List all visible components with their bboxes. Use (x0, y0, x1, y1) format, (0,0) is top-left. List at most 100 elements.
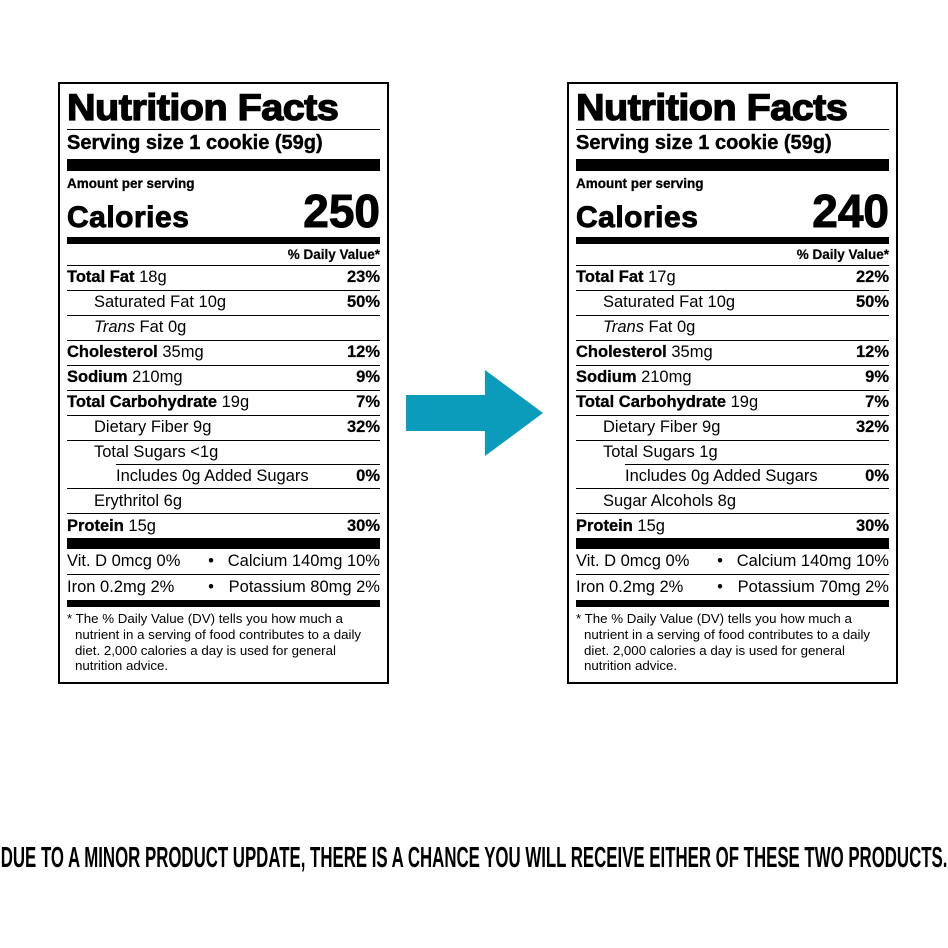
nutrient-row: Dietary Fiber 9g 32% (67, 414, 380, 440)
nutrient-rows: Total Fat 17g 22% Saturated Fat 10g 50% Tran… (576, 264, 889, 539)
nutrition-label-updated: Nutrition Facts Serving size 1 cookie (5… (567, 82, 898, 685)
micronutrient-right: Potassium 80mg 2% (228, 578, 380, 597)
daily-value-percent: 30% (855, 516, 889, 535)
medium-divider (576, 600, 889, 608)
thick-divider (67, 538, 380, 550)
daily-value-percent: 7% (865, 393, 889, 412)
nutrient-name: Dietary Fiber 9g (603, 418, 721, 437)
nutrient-row: Sodium 210mg 9% (67, 364, 380, 390)
nutrient-name: Trans Fat 0g (603, 318, 696, 337)
micronutrient-row: Iron 0.2mg 2% • Potassium 70mg 2% (576, 574, 889, 600)
micronutrient-right: Potassium 70mg 2% (737, 578, 889, 597)
nutrient-name: Cholesterol 35mg (67, 343, 204, 362)
right-arrow-icon (406, 370, 543, 456)
nutrient-row: Saturated Fat 10g 50% (67, 289, 380, 315)
nutrient-row: Total Fat 18g 23% (67, 264, 380, 290)
daily-value-percent: 0% (865, 466, 889, 485)
amount-per-serving: Amount per serving (576, 175, 704, 191)
nutrient-name: Total Fat 17g (576, 268, 676, 287)
calories-value: 250 (303, 184, 381, 237)
nutrient-name: Cholesterol 35mg (576, 343, 713, 362)
nutrient-row: Sodium 210mg 9% (576, 364, 889, 390)
medium-divider (576, 236, 889, 244)
nutrient-name: Total Fat 18g (67, 268, 167, 287)
nutrition-label-original: Nutrition Facts Serving size 1 cookie (5… (58, 82, 389, 685)
nutrient-name: Total Carbohydrate 19g (67, 393, 250, 412)
micronutrient-left: Iron 0.2mg 2% (576, 578, 684, 597)
daily-value-percent: 32% (855, 418, 889, 437)
bullet-separator: • (717, 552, 723, 571)
nutrient-name: Protein 15g (67, 516, 156, 535)
right-arrow-polygon (406, 370, 543, 456)
nutrient-name: Includes 0g Added Sugars (625, 466, 818, 485)
nutrient-row: Cholesterol 35mg 12% (67, 339, 380, 365)
nutrient-row: Total Sugars 1g (576, 439, 889, 465)
nutrient-row: Trans Fat 0g (67, 314, 380, 340)
nutrient-name: Sodium 210mg (67, 368, 183, 387)
daily-value-percent: 9% (356, 368, 380, 387)
thick-divider (576, 158, 889, 171)
nutrient-name: Total Sugars 1g (603, 443, 718, 462)
serving-size: Serving size 1 cookie (59g) (576, 131, 832, 154)
daily-value-percent: 9% (865, 368, 889, 387)
calories-label: Calories (576, 200, 699, 234)
daily-value-percent: 50% (855, 293, 889, 312)
nutrient-name: Saturated Fat 10g (603, 293, 736, 312)
right-arrow-shape (406, 370, 543, 456)
bullet-separator: • (208, 552, 214, 571)
nutrient-row: Erythritol 6g (67, 488, 380, 513)
daily-value-percent: 22% (855, 268, 889, 287)
nutrient-name: Total Carbohydrate 19g (576, 393, 759, 412)
nutrient-row: Total Sugars <1g (67, 439, 380, 465)
medium-divider (67, 600, 380, 608)
calories-value: 240 (812, 184, 890, 237)
nutrient-name: Sodium 210mg (576, 368, 692, 387)
nutrient-row: Trans Fat 0g (576, 314, 889, 340)
calories-row: Calories 250 (67, 184, 381, 237)
daily-value-percent: 12% (346, 343, 380, 362)
amount-per-serving: Amount per serving (67, 175, 195, 191)
daily-value-percent: 50% (346, 293, 380, 312)
nutrient-row: Total Fat 17g 22% (576, 264, 889, 290)
thin-divider (576, 128, 889, 130)
footnote: * The % Daily Value (DV) tells you how m… (67, 611, 362, 674)
nutrient-rows: Total Fat 18g 23% Saturated Fat 10g 50% Tran… (67, 264, 380, 539)
calories-label: Calories (67, 200, 190, 234)
nutrient-row: Sugar Alcohols 8g (576, 488, 889, 513)
daily-value-percent: 12% (855, 343, 889, 362)
nutrient-name: Saturated Fat 10g (94, 293, 227, 312)
thick-divider (576, 538, 889, 550)
nutrient-row: Cholesterol 35mg 12% (576, 339, 889, 365)
micronutrient-right: Calcium 140mg 10% (227, 552, 380, 571)
nutrient-row: Saturated Fat 10g 50% (576, 289, 889, 315)
thick-divider (67, 158, 380, 171)
micronutrient-row: Vit. D 0mcg 0% • Calcium 140mg 10% (576, 549, 889, 574)
disclaimer-banner: DUE TO A MINOR PRODUCT UPDATE, THERE IS … (0, 838, 948, 878)
nutrient-row: Includes 0g Added Sugars 0% (576, 464, 889, 488)
micronutrient-rows: Vit. D 0mcg 0% • Calcium 140mg 10% Iron 0.2… (67, 549, 380, 600)
micronutrient-row: Iron 0.2mg 2% • Potassium 80mg 2% (67, 574, 380, 600)
label-title: Nutrition Facts (66, 87, 339, 128)
nutrient-name: Total Sugars <1g (94, 443, 219, 462)
disclaimer-text: DUE TO A MINOR PRODUCT UPDATE, THERE IS … (0, 841, 948, 874)
daily-value-percent: 7% (356, 393, 380, 412)
daily-value-percent: 23% (346, 268, 380, 287)
daily-value-percent: 30% (346, 516, 380, 535)
nutrient-name: Includes 0g Added Sugars (116, 466, 309, 485)
nutrient-name: Erythritol 6g (94, 491, 183, 510)
nutrient-name: Sugar Alcohols 8g (603, 491, 737, 510)
daily-value-header: % Daily Value* (796, 246, 890, 262)
micronutrient-rows: Vit. D 0mcg 0% • Calcium 140mg 10% Iron 0.2… (576, 549, 889, 600)
label-title: Nutrition Facts (575, 87, 848, 128)
micronutrient-left: Vit. D 0mcg 0% (576, 552, 690, 571)
micronutrient-right: Calcium 140mg 10% (736, 552, 889, 571)
micronutrient-left: Vit. D 0mcg 0% (67, 552, 181, 571)
bullet-separator: • (208, 578, 214, 597)
serving-size: Serving size 1 cookie (59g) (67, 131, 323, 154)
bullet-separator: • (717, 578, 723, 597)
nutrient-row: Protein 15g 30% (67, 513, 380, 538)
micronutrient-left: Iron 0.2mg 2% (67, 578, 175, 597)
daily-value-header: % Daily Value* (287, 246, 381, 262)
nutrient-row: Total Carbohydrate 19g 7% (576, 389, 889, 415)
nutrient-row: Protein 15g 30% (576, 513, 889, 538)
